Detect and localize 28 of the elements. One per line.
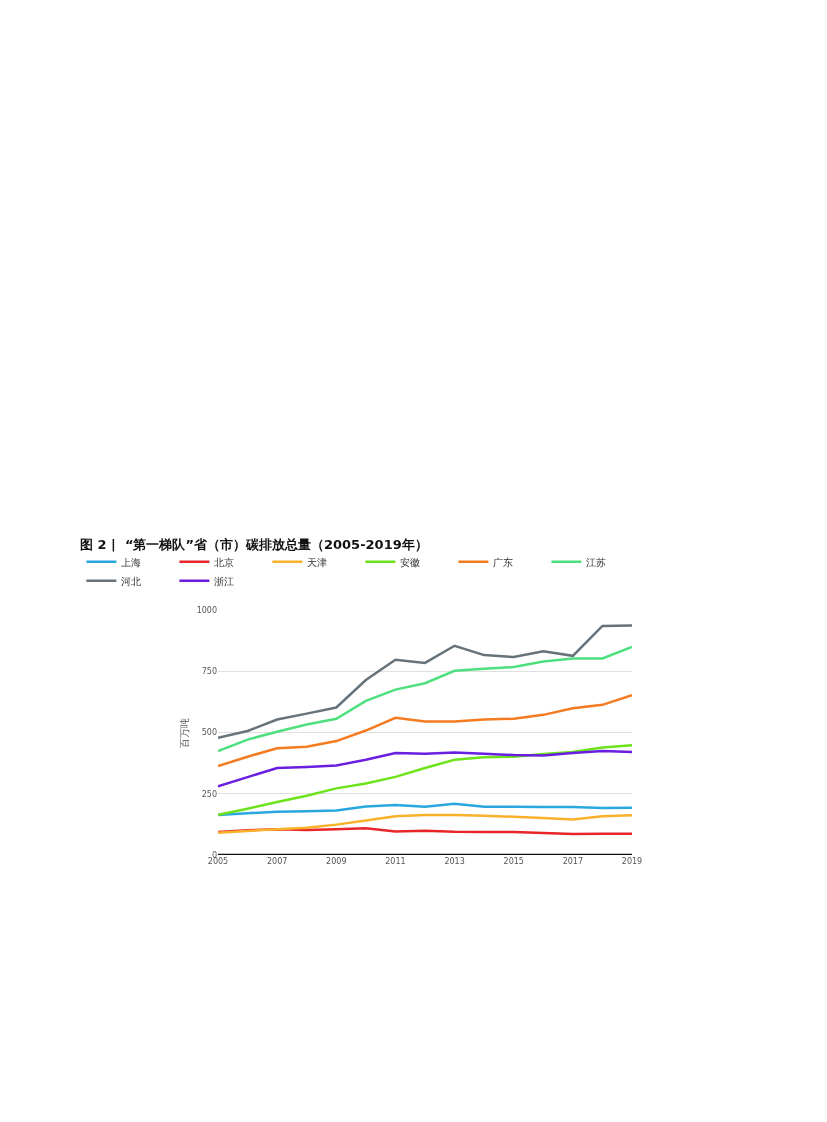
x-tick-label: 2009 xyxy=(326,857,347,866)
y-tick-label: 750 xyxy=(201,667,217,677)
y-tick-label: 500 xyxy=(201,728,217,738)
x-tick-label: 2011 xyxy=(385,857,406,866)
y-axis-title: 百万吨 xyxy=(178,717,190,748)
line-series xyxy=(218,749,632,788)
x-tick-label: 2019 xyxy=(621,857,643,866)
y-tick-label: 1000 xyxy=(196,605,217,615)
legend-label: 安徽 xyxy=(400,556,421,568)
y-tick-label: 250 xyxy=(201,789,217,799)
x-tick-label: 2015 xyxy=(503,857,524,866)
legend-label: 广东 xyxy=(493,556,514,568)
line-series xyxy=(218,694,632,768)
line-series xyxy=(218,802,632,817)
chart-title: 图 2 | “第一梯队”省（市）碳排放总量（2005-2019年） xyxy=(80,537,428,553)
legend-label: 上海 xyxy=(121,556,142,568)
x-tick-label: 2007 xyxy=(266,857,288,866)
x-tick-label: 2013 xyxy=(444,857,465,866)
line-series xyxy=(218,624,632,740)
line-series xyxy=(218,813,632,834)
x-tick-label: 2017 xyxy=(562,857,584,866)
line-series xyxy=(218,743,632,817)
line-series xyxy=(218,645,632,753)
legend-label: 北京 xyxy=(214,556,235,568)
legend-label: 江苏 xyxy=(586,556,607,568)
legend-label: 天津 xyxy=(307,556,328,568)
legend-label: 浙江 xyxy=(214,575,235,587)
legend-label: 河北 xyxy=(121,575,142,587)
